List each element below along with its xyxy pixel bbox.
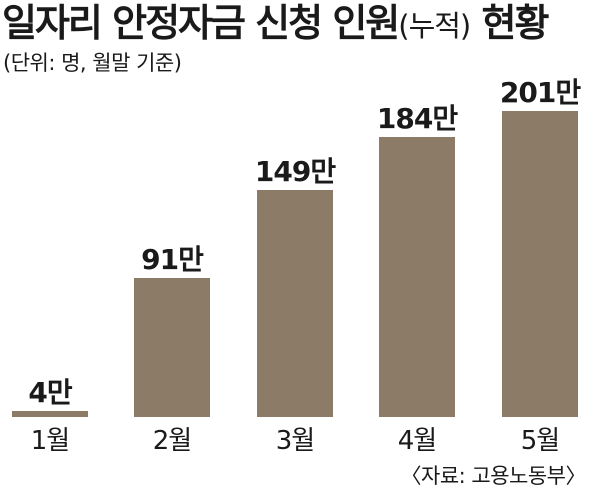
bar-4 xyxy=(379,136,455,417)
chart-title-paren: (누적) xyxy=(398,9,471,43)
value-label-1: 4만 xyxy=(28,375,72,409)
category-label-5: 5월 xyxy=(520,426,560,456)
chart-title-end: 현황 xyxy=(470,1,549,45)
bar-2 xyxy=(134,278,210,417)
bar-5 xyxy=(502,110,578,417)
chart-title: 일자리 안정자금 신청 인원(누적) 현황 xyxy=(2,0,549,46)
chart-title-main: 일자리 안정자금 신청 인원 xyxy=(2,1,400,45)
category-label-2: 2월 xyxy=(152,426,192,456)
bar-1 xyxy=(12,410,88,417)
category-label-3: 3월 xyxy=(275,426,315,456)
bar-3 xyxy=(257,189,333,417)
category-label-4: 4월 xyxy=(397,426,437,456)
value-label-3: 149만 xyxy=(254,154,336,188)
value-label-2: 91만 xyxy=(141,243,204,277)
source-note: 〈자료: 고용노동부〉 xyxy=(400,464,587,488)
value-label-4: 184만 xyxy=(376,101,458,135)
category-label-1: 1월 xyxy=(30,426,70,456)
value-label-5: 201만 xyxy=(499,75,581,109)
chart-subtitle: (단위: 명, 월말 기준) xyxy=(3,51,182,75)
